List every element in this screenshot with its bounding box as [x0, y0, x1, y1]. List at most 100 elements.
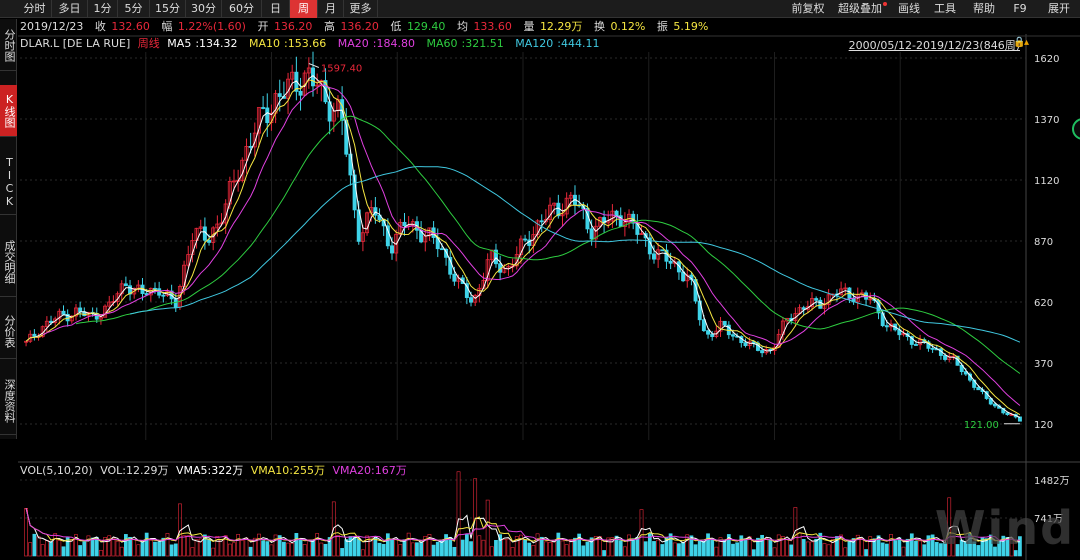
- sidebar-item-fenshi[interactable]: 分时图: [0, 21, 17, 71]
- volume-bar: [926, 535, 931, 557]
- volume-bar: [431, 544, 436, 557]
- volume-bar: [415, 542, 419, 557]
- volume-bar: [315, 533, 320, 557]
- volume-bar: [548, 541, 552, 557]
- sidebar-item-depth[interactable]: 深度资料: [0, 367, 17, 435]
- candle-body: [161, 294, 166, 297]
- volume-bar: [527, 542, 532, 557]
- candle-body: [464, 283, 469, 298]
- amplitude-label: 振: [656, 20, 668, 33]
- volume-bar: [277, 535, 282, 557]
- volume-bar: [860, 538, 864, 557]
- help-button[interactable]: 帮助: [973, 2, 995, 15]
- candle-body: [976, 387, 981, 391]
- volume-bar: [352, 536, 357, 557]
- volume-bar: [893, 540, 898, 557]
- price-tick-label: 120: [1034, 420, 1053, 431]
- tab-duori[interactable]: 多日: [52, 0, 88, 18]
- candle-body: [398, 221, 403, 235]
- volume-bar: [340, 548, 344, 557]
- volume-bar: [227, 543, 232, 557]
- candle-body: [884, 325, 889, 328]
- volume-bar: [735, 542, 740, 557]
- candle-body: [132, 287, 137, 295]
- f9-button[interactable]: F9: [1013, 2, 1027, 15]
- volume-bar: [897, 537, 902, 557]
- candle-body: [198, 226, 203, 229]
- volume-bar: [36, 536, 41, 557]
- ma60-line: [75, 115, 1021, 374]
- sidebar-item-tick[interactable]: TICK: [0, 149, 17, 215]
- draw-line-button[interactable]: 画线: [898, 2, 920, 15]
- candle-body: [785, 317, 790, 322]
- sidebar-item-price-table[interactable]: 分价表: [0, 305, 17, 359]
- quote-bar: 2019/12/23 收 132.60 幅 1.22%(1.60) 开 136.…: [20, 19, 710, 35]
- volume-bar: [128, 536, 132, 557]
- volume-bar: [726, 534, 731, 557]
- tab-fenshi[interactable]: 分时: [18, 0, 52, 18]
- lock-icon[interactable]: 🔒: [1013, 37, 1026, 48]
- tab-weekly[interactable]: 周: [290, 0, 318, 18]
- candle-body: [913, 344, 918, 346]
- volume-bar: [939, 543, 943, 557]
- expand-button[interactable]: 展开: [1048, 2, 1070, 15]
- volume-bar: [593, 536, 598, 557]
- candle-body: [810, 298, 814, 308]
- tab-15min[interactable]: 15分: [150, 0, 186, 18]
- volume-bar: [702, 540, 706, 557]
- volume-bar: [373, 537, 378, 557]
- candle-body: [98, 316, 103, 320]
- volume-bar: [40, 544, 45, 557]
- candle-body: [32, 333, 37, 337]
- candle-body: [290, 71, 295, 80]
- tab-1min[interactable]: 1分: [88, 0, 118, 18]
- volume-bar: [464, 534, 469, 557]
- tab-60min[interactable]: 60分: [222, 0, 262, 18]
- sidebar-item-kline[interactable]: K线图: [0, 85, 17, 137]
- ma-legend: DLAR.L [DE LA RUE] 周线 MA5:134.32 MA10:15…: [20, 37, 607, 51]
- volume-bar: [568, 539, 573, 557]
- tab-more[interactable]: 更多: [344, 0, 378, 18]
- date-range-label[interactable]: 2000/05/12-2019/12/23(846周): [848, 39, 1020, 52]
- volume-bar: [556, 532, 561, 557]
- volume-bar: [219, 539, 224, 557]
- volume-bar: [951, 537, 956, 557]
- candle-body: [123, 283, 128, 287]
- volume-bar: [244, 537, 249, 557]
- overlay-button[interactable]: 超级叠加: [838, 2, 882, 15]
- candle-body: [444, 248, 449, 258]
- volume-bar: [473, 478, 478, 557]
- low-value: 129.40: [406, 20, 446, 33]
- volume-bar: [506, 538, 511, 557]
- volume-bar: [830, 539, 835, 557]
- tab-daily[interactable]: 日: [262, 0, 290, 18]
- volume-bar: [847, 539, 852, 557]
- volume-bar: [677, 543, 681, 557]
- tools-button[interactable]: 工具: [934, 2, 956, 15]
- tab-30min[interactable]: 30分: [186, 0, 222, 18]
- tab-5min[interactable]: 5分: [118, 0, 150, 18]
- volume-bar: [223, 535, 228, 557]
- volume-bar: [53, 533, 58, 557]
- volume-bar: [743, 538, 748, 557]
- volume-bar: [381, 544, 386, 557]
- volume-bar: [519, 534, 523, 557]
- volume-bar: [336, 535, 340, 557]
- volume-bar: [169, 544, 174, 557]
- tab-monthly[interactable]: 月: [318, 0, 344, 18]
- low-marker-label: 121.00: [964, 420, 999, 431]
- volume-bar: [814, 538, 819, 557]
- volume-bar: [327, 537, 332, 557]
- fuquan-button[interactable]: 前复权: [791, 2, 825, 15]
- volume-bar: [94, 536, 99, 557]
- sidebar-item-trades[interactable]: 成交明细: [0, 227, 17, 297]
- volume-bar: [331, 501, 336, 557]
- volume-bar: [984, 538, 989, 557]
- volume-bar: [884, 543, 889, 557]
- volume-bar: [286, 542, 290, 557]
- volume-bar: [435, 541, 440, 557]
- expand-arrow-icon[interactable]: ▴: [1024, 37, 1030, 48]
- volume-bar: [69, 539, 74, 557]
- candle-body: [947, 355, 952, 360]
